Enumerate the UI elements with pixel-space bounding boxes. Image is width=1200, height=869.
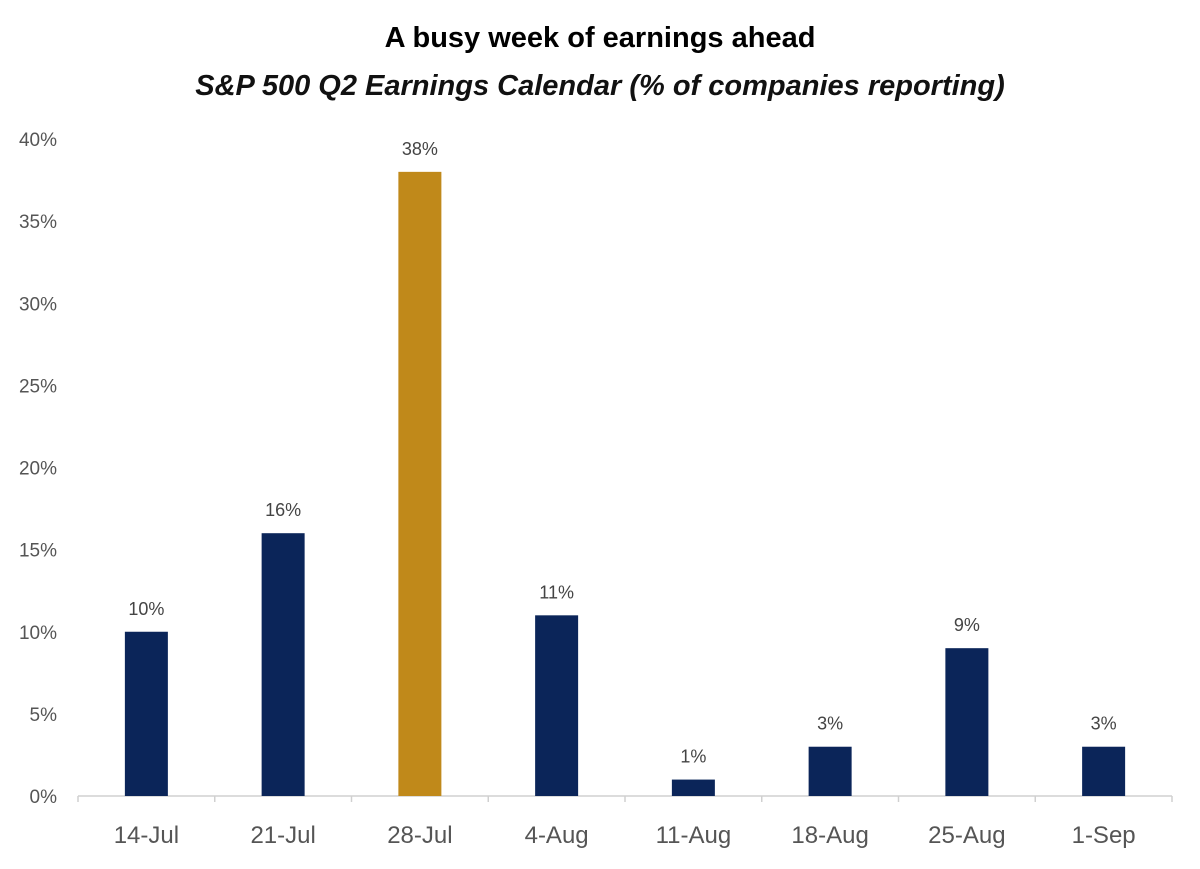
- bar-14-jul: [124, 631, 168, 796]
- x-tick-label: 4-Aug: [525, 822, 589, 849]
- bar-18-aug: [808, 746, 852, 796]
- x-tick-label: 11-Aug: [656, 822, 732, 849]
- y-tick-label: 5%: [30, 705, 58, 726]
- x-tick-label: 1-Sep: [1072, 822, 1136, 849]
- data-label: 3%: [1091, 714, 1117, 734]
- y-tick-label: 30%: [19, 294, 57, 315]
- y-tick-label: 20%: [19, 459, 57, 480]
- x-tick-label: 25-Aug: [928, 822, 1005, 849]
- chart-subtitle: S&P 500 Q2 Earnings Calendar (% of compa…: [195, 70, 1005, 102]
- data-label: 38%: [402, 139, 438, 159]
- chart-title: A busy week of earnings ahead: [384, 22, 816, 54]
- y-tick-label: 25%: [19, 376, 57, 397]
- data-label: 9%: [954, 615, 980, 635]
- x-tick-label: 28-Jul: [387, 822, 452, 849]
- x-tick-label: 21-Jul: [250, 822, 315, 849]
- data-label: 10%: [128, 599, 164, 619]
- bar-4-aug: [535, 615, 579, 796]
- x-tick-label: 18-Aug: [791, 822, 868, 849]
- y-tick-label: 10%: [19, 623, 57, 644]
- y-tick-label: 15%: [19, 541, 57, 562]
- y-tick-label: 0%: [30, 787, 58, 808]
- data-label: 16%: [265, 500, 301, 520]
- y-tick-label: 35%: [19, 212, 57, 233]
- bar-25-aug: [945, 648, 989, 796]
- data-label: 1%: [680, 747, 706, 767]
- bar-21-jul: [261, 533, 305, 796]
- bar-28-jul: [398, 171, 442, 797]
- bar-11-aug: [671, 779, 715, 796]
- data-label: 11%: [539, 582, 574, 602]
- bar-1-sep: [1082, 746, 1126, 796]
- x-tick-label: 14-Jul: [114, 822, 179, 849]
- y-tick-label: 40%: [19, 130, 57, 151]
- data-label: 3%: [817, 714, 843, 734]
